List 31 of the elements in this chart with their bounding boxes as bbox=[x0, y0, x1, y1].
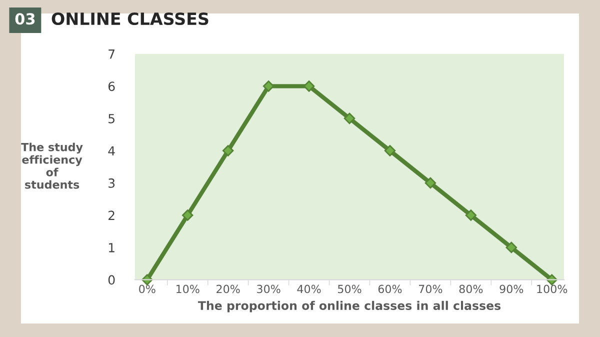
x-tick-label: 0% bbox=[139, 284, 156, 294]
text: 03 bbox=[15, 13, 35, 25]
point bbox=[262, 80, 274, 92]
y-tick-label: 5 bbox=[108, 114, 114, 124]
point bbox=[465, 210, 477, 221]
point bbox=[182, 210, 194, 221]
x-tick-label: 20% bbox=[216, 284, 240, 294]
x-tick-label: 30% bbox=[257, 284, 280, 294]
x-tick-label: 70% bbox=[419, 284, 442, 294]
x-tick-label: 40% bbox=[297, 284, 321, 294]
x-tick-label: 50% bbox=[338, 284, 362, 294]
x-tick-label: 10% bbox=[176, 284, 200, 294]
y-axis-title: The study efficiency of students bbox=[21, 142, 83, 189]
point bbox=[344, 112, 356, 124]
y-tick-label: 0 bbox=[108, 275, 115, 285]
point bbox=[384, 145, 396, 156]
y-tick-label: 4 bbox=[108, 146, 115, 156]
y-tick-label: 6 bbox=[108, 82, 115, 92]
point bbox=[222, 145, 234, 156]
x-tick-label: 90% bbox=[500, 284, 524, 294]
point bbox=[424, 177, 436, 189]
point bbox=[506, 242, 517, 254]
x-tick-label: 60% bbox=[378, 284, 402, 294]
x-tick-label: 100% bbox=[537, 284, 568, 294]
x-tick-label: 80% bbox=[459, 284, 483, 294]
y-tick-label: 2 bbox=[108, 210, 114, 220]
y-tick-label: 7 bbox=[108, 50, 114, 59]
y-tick-label: 3 bbox=[108, 178, 115, 188]
y-tick-label: 1 bbox=[108, 243, 114, 252]
x-axis-title: The proportion of online classes in all classes bbox=[198, 300, 501, 312]
chart-title: ONLINE CLASSES bbox=[52, 12, 208, 26]
